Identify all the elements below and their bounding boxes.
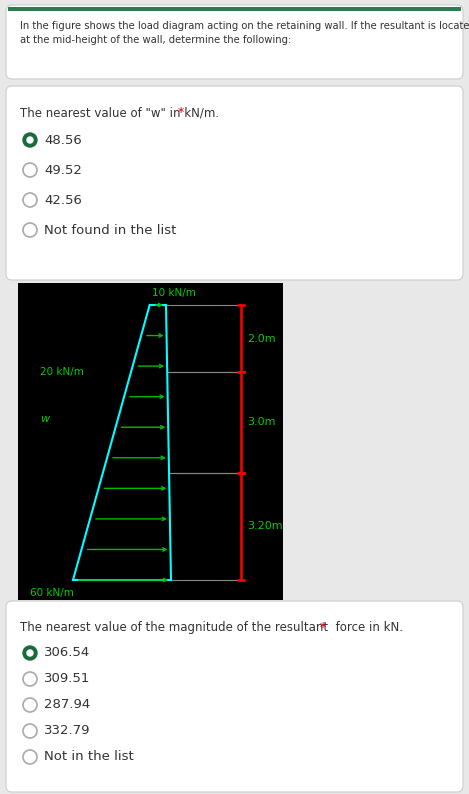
Circle shape — [23, 646, 37, 660]
Text: Not in the list: Not in the list — [44, 750, 134, 764]
Circle shape — [23, 193, 37, 207]
Text: 48.56: 48.56 — [44, 133, 82, 147]
Circle shape — [23, 223, 37, 237]
Circle shape — [23, 750, 37, 764]
Text: 42.56: 42.56 — [44, 194, 82, 206]
FancyBboxPatch shape — [6, 5, 463, 79]
Bar — [8, 7, 461, 11]
Circle shape — [27, 137, 33, 143]
Text: 306.54: 306.54 — [44, 646, 90, 660]
Text: 3.20m: 3.20m — [247, 522, 283, 531]
Text: 287.94: 287.94 — [44, 699, 90, 711]
Text: Not found in the list: Not found in the list — [44, 223, 176, 237]
Circle shape — [27, 650, 33, 656]
Text: w: w — [40, 414, 49, 424]
Circle shape — [23, 698, 37, 712]
Circle shape — [23, 163, 37, 177]
Text: 332.79: 332.79 — [44, 724, 91, 738]
Text: 60 kN/m: 60 kN/m — [30, 588, 74, 598]
Text: In the figure shows the load diagram acting on the retaining wall. If the result: In the figure shows the load diagram act… — [20, 21, 469, 31]
Text: 2.0m: 2.0m — [247, 333, 276, 344]
Circle shape — [23, 724, 37, 738]
Text: *: * — [320, 621, 326, 634]
Text: The nearest value of "w" in kN/m.: The nearest value of "w" in kN/m. — [20, 106, 219, 119]
FancyBboxPatch shape — [6, 86, 463, 280]
Text: *: * — [178, 106, 184, 119]
Text: 49.52: 49.52 — [44, 164, 82, 176]
Text: 3.0m: 3.0m — [247, 418, 275, 427]
Circle shape — [23, 133, 37, 147]
Bar — [18, 283, 283, 600]
Text: 20 kN/m: 20 kN/m — [40, 367, 84, 377]
Text: 309.51: 309.51 — [44, 673, 91, 685]
FancyBboxPatch shape — [6, 601, 463, 792]
Text: 10 kN/m: 10 kN/m — [151, 288, 196, 298]
Circle shape — [23, 672, 37, 686]
Text: The nearest value of the magnitude of the resultant  force in kN.: The nearest value of the magnitude of th… — [20, 621, 403, 634]
Text: at the mid-height of the wall, determine the following:: at the mid-height of the wall, determine… — [20, 35, 291, 45]
